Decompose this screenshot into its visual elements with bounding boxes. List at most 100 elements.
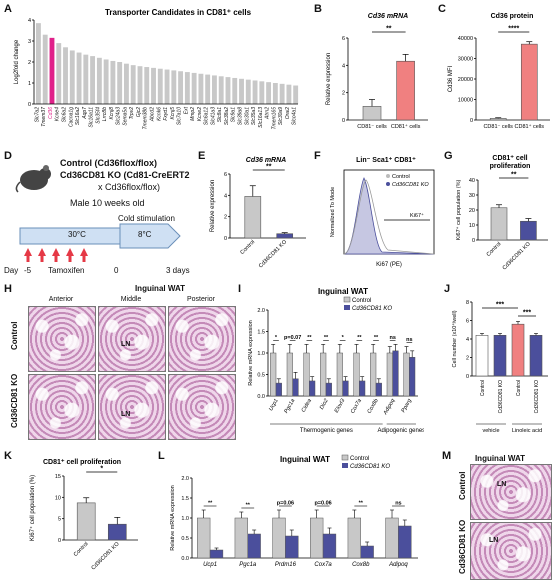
chart-j-category-label: Cd36CD81 KO — [534, 380, 540, 413]
chartE-bar — [276, 233, 294, 239]
chartE-category-label: Cd36CD81 KO — [258, 239, 289, 270]
chart-a-category-label: Cd36 — [48, 107, 54, 119]
chartL-bar — [247, 533, 261, 559]
chartC-y-tick-label: 0 — [470, 118, 473, 124]
chart-a-category-label: Cacna1g — [68, 107, 74, 127]
panel-label-k: K — [4, 450, 12, 462]
panel-label-c: C — [438, 3, 446, 15]
chart-a-category-label: Slc16a11 — [89, 107, 95, 128]
chartI-bar — [309, 380, 316, 397]
chart-a-y-tick-label: 4 — [28, 18, 31, 24]
chart-a-category-label: Slc7a10 — [177, 107, 183, 125]
chartL-category-label: Cox7a — [314, 562, 332, 568]
chartI-category-label: Pgc1a — [283, 398, 296, 415]
chartE-sig: ** — [266, 164, 272, 171]
chartI-y-tick-label: 1.0 — [257, 351, 265, 357]
panel-label-l: L — [158, 450, 165, 462]
temp-30c: 30°C — [68, 230, 86, 239]
chart-j-y-tick-label: 8 — [466, 300, 469, 306]
chart-j-y-tick-label: 0 — [466, 374, 469, 380]
chart-i-group-2: Adipogenic genes — [377, 428, 424, 434]
chartI-bar — [270, 352, 277, 397]
chart-a-y-tick-label: 1 — [28, 81, 31, 87]
chartB-category-label: CD81⁺ cells — [391, 123, 421, 130]
chart-a-bar — [144, 67, 150, 104]
chart-f-gate-label: Ki67⁺ — [410, 212, 424, 219]
chart-j-category-label: Cd36CD81 KO — [498, 380, 504, 413]
chart-a-category-label: Tmem37 — [41, 107, 47, 127]
chartC-y-tick-label: 40000 — [458, 36, 473, 42]
chart-a-bar — [225, 77, 231, 104]
chartI-bar — [320, 352, 327, 397]
chart-a-category-label: Slco4a1 — [292, 107, 298, 125]
chartK-bar — [107, 523, 127, 541]
chartC-sig: **** — [508, 26, 519, 33]
chart-a-ylabel: Log2fold change — [14, 39, 20, 84]
chart-a-y-tick-label: 0 — [28, 102, 31, 108]
chartG-y-tick-label: 20 — [469, 208, 475, 214]
chartL-bar — [197, 517, 211, 559]
chartC-y-tick-label: 10000 — [458, 98, 473, 104]
chartI-sig: ns — [389, 335, 395, 341]
cold-stimulation: Cold stimulation — [118, 214, 175, 223]
chart-a-bar — [272, 83, 278, 104]
chartC-y-tick-label: 20000 — [458, 77, 473, 83]
chart-a-title: Transporter Candidates in CD81⁺ cells — [105, 8, 252, 17]
chart-j-bar — [529, 334, 543, 377]
chartE-ylabel: Relative expression — [210, 180, 216, 232]
chart-a-category-label: Slc35a3 — [251, 107, 257, 125]
chartG-ylabel: Ki67⁺ cell population (%) — [455, 179, 462, 240]
chartB-sig: ** — [386, 26, 392, 33]
chart-a-category-label: Orai2 — [285, 107, 291, 119]
chart-a-bar — [239, 78, 244, 104]
chartI-bar — [403, 352, 410, 397]
chart-a-category-label: Gjc2 — [136, 107, 142, 118]
chartK-y-tick-label: 10 — [55, 495, 61, 501]
ln-label: LN — [489, 537, 499, 544]
chart-a-bar — [279, 83, 285, 104]
chartB-y-tick-label: 4 — [342, 63, 345, 69]
chartB-category-label: CD81⁻ cells — [357, 124, 387, 130]
chartI-category-label: Ucp1 — [268, 398, 280, 412]
histology-m-control: LN — [470, 464, 552, 520]
chart-a-bar — [286, 84, 292, 104]
chart-a-bar — [259, 81, 265, 104]
chart-a-bar — [245, 79, 251, 104]
chart-j-category-label: Control — [516, 380, 522, 396]
chartL-sig: p=0.06 — [277, 501, 294, 507]
chart-a-category-label: Slc16a2 — [75, 107, 81, 125]
chartI-legend-control-swatch — [343, 296, 351, 303]
chart-a-bar — [171, 70, 177, 104]
panel-label-d: D — [4, 150, 12, 162]
chart-a-bar — [218, 76, 224, 104]
chart-j: 0 2 4 6 8 Cell number (x10⁴/well) Control Cd36C… — [451, 300, 548, 434]
chartI-sig: ns — [406, 337, 412, 343]
chartI-bar — [336, 352, 343, 397]
chartI-y-tick-label: 2.0 — [257, 308, 265, 314]
chart-a-bar — [198, 73, 204, 104]
chartI-bar — [303, 352, 310, 397]
row-control: Control — [10, 321, 19, 350]
chart-j-y-tick-label: 6 — [466, 319, 469, 325]
chartI-bar — [286, 352, 293, 397]
chart-f-xlabel: Ki67 (PE) — [376, 262, 402, 268]
chart-a-category-label: Mmp2 — [190, 107, 196, 121]
chartI-bar — [370, 352, 377, 397]
timeline-day0: 0 — [114, 266, 119, 275]
timeline-tamoxifen: Tamoxifen — [48, 266, 85, 275]
col-anterior: Anterior — [48, 296, 74, 303]
chartE-y-tick-label: 0 — [224, 236, 227, 242]
chartK-y-tick-label: 15 — [55, 474, 61, 480]
chartE-bar — [244, 196, 262, 239]
chart-f: Lin⁻ Sca1⁺ CD81⁺ Ki67⁺ Control Cd36CD81 KO N… — [330, 157, 435, 268]
chart-a-bar — [49, 37, 55, 104]
panel-h-title: Inguinal WAT — [134, 284, 186, 293]
chartL-bar — [360, 545, 374, 559]
chart-a-category-label: Abcd2 — [150, 107, 156, 122]
chartI-category-label: Cidea — [301, 398, 313, 413]
chartL-sig: p=0.06 — [314, 501, 331, 507]
chart-a: Transporter Candidates in CD81⁺ cells 0 1 2… — [14, 8, 299, 130]
chartI-sig: ** — [374, 335, 379, 341]
chart-j-group-2: Linoleic acid — [512, 428, 542, 434]
